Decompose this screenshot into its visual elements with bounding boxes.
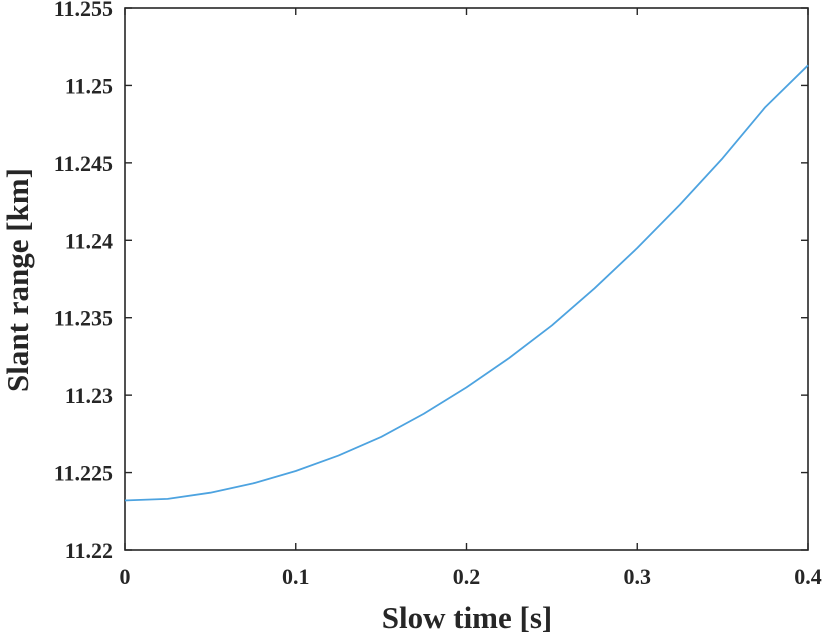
y-axis-title: Slant range [km] (0, 168, 35, 392)
y-tick-label: 11.245 (54, 151, 113, 176)
plot-area: 0 0.1 0.2 0.3 0.4 11.22 11.225 11.23 11.235 11.24… (54, 0, 822, 589)
y-tick-label: 11.25 (65, 73, 113, 98)
y-tick-label: 11.225 (54, 461, 113, 486)
x-tick-label: 0.4 (794, 564, 822, 589)
series-line (124, 64, 809, 502)
x-tick-label: 0.2 (453, 564, 481, 589)
y-tick-label: 11.255 (54, 0, 113, 21)
y-tick-label: 11.22 (65, 538, 113, 563)
y-tick-label: 11.24 (65, 228, 113, 253)
x-tick-label: 0.3 (624, 564, 652, 589)
y-tick-label: 11.235 (54, 306, 113, 331)
x-tick-label: 0 (120, 564, 131, 589)
x-axis-title: Slow time [s] (382, 600, 552, 635)
x-tick-label: 0.1 (282, 564, 310, 589)
axes-frame (124, 7, 809, 551)
y-tick-label: 11.23 (65, 383, 113, 408)
